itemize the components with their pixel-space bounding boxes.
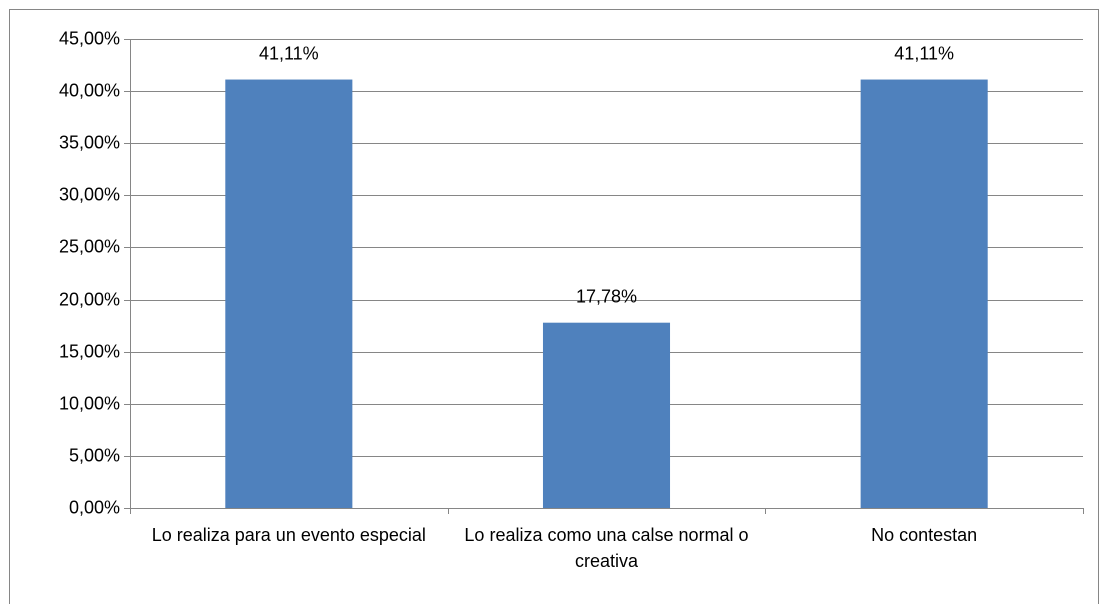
y-tick-label: 10,00% bbox=[59, 393, 120, 413]
x-tick-label-box: Lo realiza para un evento especial bbox=[151, 525, 426, 545]
y-tick-label: 30,00% bbox=[59, 184, 120, 204]
bar bbox=[542, 322, 671, 508]
y-tick-label: 0,00% bbox=[69, 497, 120, 517]
x-tick-label-box: Lo realiza como una calse normal o creat… bbox=[464, 525, 749, 571]
y-tick-label: 5,00% bbox=[69, 445, 120, 465]
bar bbox=[860, 79, 988, 508]
data-label: 41,11% bbox=[894, 43, 954, 63]
y-tick-label: 20,00% bbox=[59, 289, 120, 309]
y-tick-label: 40,00% bbox=[59, 80, 120, 100]
data-label: 41,11% bbox=[259, 43, 319, 63]
x-tick-label-box: No contestan bbox=[871, 525, 978, 545]
x-tick-label: Lo realiza para un evento especial bbox=[151, 525, 426, 545]
bar bbox=[225, 79, 353, 508]
y-tick-label: 35,00% bbox=[59, 132, 120, 152]
data-label: 17,78% bbox=[576, 286, 637, 306]
x-tick-label: No contestan bbox=[871, 525, 978, 545]
x-tick-label: Lo realiza como una calse normal o creat… bbox=[464, 525, 749, 571]
y-tick-label: 15,00% bbox=[59, 341, 120, 361]
y-tick-label: 45,00% bbox=[59, 28, 120, 48]
y-tick-label: 25,00% bbox=[59, 236, 120, 256]
